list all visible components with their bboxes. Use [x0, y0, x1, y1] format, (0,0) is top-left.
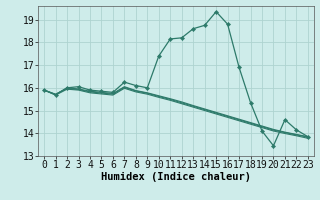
X-axis label: Humidex (Indice chaleur): Humidex (Indice chaleur)	[101, 172, 251, 182]
